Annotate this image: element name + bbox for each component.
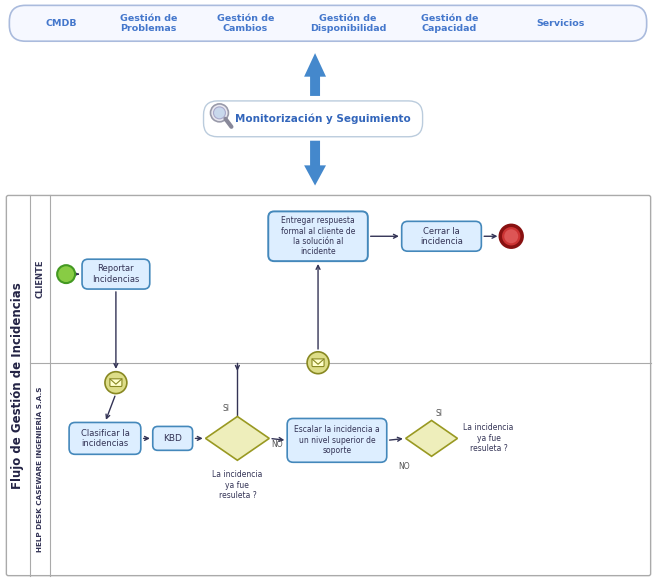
Circle shape (210, 104, 229, 122)
Text: CMDB: CMDB (45, 19, 77, 27)
Text: Clasificar la
incidencias: Clasificar la incidencias (81, 429, 129, 448)
FancyBboxPatch shape (110, 379, 122, 387)
Text: Entregar respuesta
formal al cliente de
la solución al
incidente: Entregar respuesta formal al cliente de … (281, 216, 355, 256)
Text: Cerrar la
incidencia: Cerrar la incidencia (420, 226, 463, 246)
Text: Gestión de
Capacidad: Gestión de Capacidad (420, 13, 478, 33)
Polygon shape (206, 417, 269, 460)
FancyBboxPatch shape (69, 422, 141, 455)
Text: La incidencia
ya fue
resuleta ?: La incidencia ya fue resuleta ? (212, 470, 263, 500)
Text: KBD: KBD (163, 434, 182, 443)
FancyBboxPatch shape (204, 101, 422, 137)
Text: NO: NO (398, 462, 409, 472)
Text: Flujo de Gestión de Incidencias: Flujo de Gestión de Incidencias (11, 282, 24, 489)
Circle shape (307, 352, 329, 374)
Text: La incidencia
ya fue
resuleta ?: La incidencia ya fue resuleta ? (463, 424, 514, 453)
Text: Reportar
Incidencias: Reportar Incidencias (92, 264, 139, 284)
Text: SI: SI (436, 410, 443, 418)
FancyBboxPatch shape (287, 418, 387, 462)
Text: Gestión de
Cambios: Gestión de Cambios (217, 13, 274, 33)
Text: Gestión de
Disponibilidad: Gestión de Disponibilidad (309, 13, 386, 33)
Circle shape (505, 229, 518, 243)
Polygon shape (304, 53, 326, 96)
Text: Monitorización y Seguimiento: Monitorización y Seguimiento (235, 113, 411, 124)
Circle shape (105, 371, 127, 394)
Text: NO: NO (271, 441, 283, 449)
Text: Escalar la incidencia a
un nivel superior de
soporte: Escalar la incidencia a un nivel superio… (294, 425, 380, 455)
FancyBboxPatch shape (312, 359, 324, 367)
FancyBboxPatch shape (7, 195, 650, 576)
Polygon shape (304, 141, 326, 185)
Text: SI: SI (223, 404, 229, 412)
Circle shape (500, 225, 522, 247)
FancyBboxPatch shape (9, 5, 646, 41)
FancyBboxPatch shape (401, 221, 482, 251)
Circle shape (214, 107, 225, 119)
Text: CLIENTE: CLIENTE (35, 260, 45, 298)
Circle shape (57, 265, 75, 283)
Text: HELP DESK CASEWARE INGENIERÍA S.A.S: HELP DESK CASEWARE INGENIERÍA S.A.S (37, 387, 43, 552)
Text: Gestión de
Problemas: Gestión de Problemas (120, 13, 177, 33)
FancyBboxPatch shape (268, 211, 368, 261)
Text: Servicios: Servicios (537, 19, 585, 27)
FancyBboxPatch shape (82, 259, 150, 289)
Polygon shape (405, 421, 457, 456)
FancyBboxPatch shape (152, 426, 193, 450)
